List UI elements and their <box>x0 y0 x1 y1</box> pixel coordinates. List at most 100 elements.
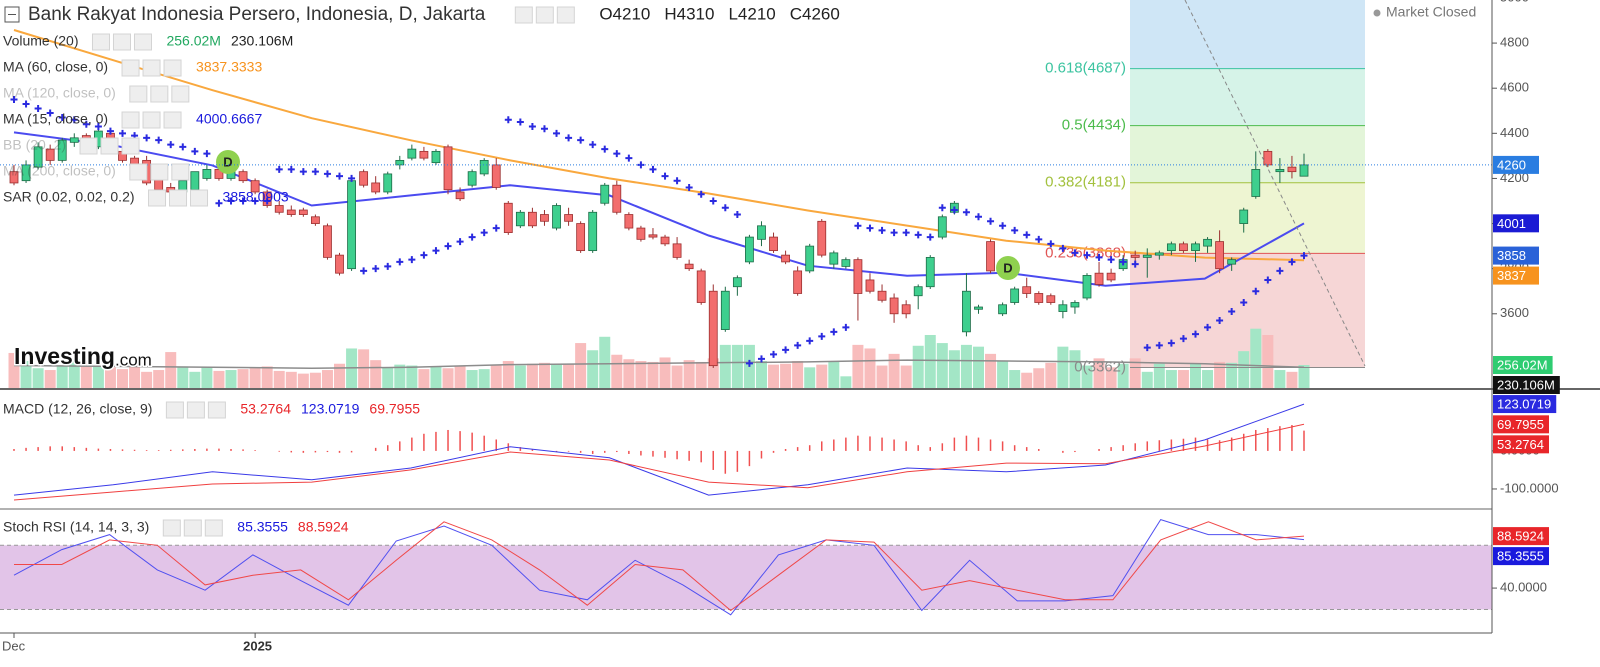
legend-icon[interactable] <box>207 401 226 419</box>
legend-icon[interactable] <box>165 401 184 419</box>
volume-bar <box>755 361 767 388</box>
volume-bar <box>297 373 309 388</box>
legend-icon[interactable] <box>163 59 182 77</box>
legend-icon[interactable] <box>121 111 140 129</box>
legend-icon[interactable] <box>100 137 119 155</box>
fib-label: 0(3362) <box>1074 358 1126 375</box>
legend-name: Volume (20) <box>3 33 78 49</box>
sar-marker <box>553 129 561 137</box>
candle-body <box>648 234 658 238</box>
legend-icon[interactable] <box>162 519 181 537</box>
volume-bar <box>719 344 731 388</box>
sar-marker <box>866 224 874 232</box>
volume-bar <box>382 367 394 388</box>
legend-icon[interactable] <box>163 111 182 129</box>
sar-marker <box>914 231 922 239</box>
candle-body <box>503 202 513 233</box>
legend-icon[interactable] <box>150 163 169 181</box>
volume-bar <box>623 359 635 388</box>
candle-body <box>1251 169 1261 197</box>
volume-bar <box>948 350 960 388</box>
volume-bar <box>117 369 129 388</box>
sar-marker <box>287 165 295 173</box>
candle-body <box>612 184 622 213</box>
sar-marker <box>94 123 102 131</box>
candle-body <box>1034 293 1044 303</box>
volume-bar <box>213 370 225 388</box>
volume-bar <box>587 350 599 388</box>
legend-value: 256.02M <box>166 33 220 49</box>
candle-body <box>865 279 875 292</box>
quote-value: H4310 <box>664 4 714 23</box>
volume-bar <box>334 363 346 388</box>
legend-icon[interactable] <box>556 6 575 24</box>
sar-marker <box>938 204 946 212</box>
legend-icon[interactable] <box>142 59 161 77</box>
candle-body <box>1215 241 1225 270</box>
volume-bar <box>864 348 876 388</box>
candle-body <box>33 146 43 168</box>
sar-marker <box>251 197 259 205</box>
sar-marker <box>878 226 886 234</box>
sar-marker <box>830 328 838 336</box>
legend-icon[interactable] <box>169 189 188 207</box>
volume-bar <box>816 364 828 388</box>
legend-icon[interactable] <box>112 33 131 51</box>
quote-value: O4210 <box>599 4 650 23</box>
volume-bar <box>683 360 695 388</box>
volume-bar <box>707 358 719 388</box>
legend-icon[interactable] <box>133 33 152 51</box>
sar-marker <box>516 118 524 126</box>
legend-icon[interactable] <box>91 33 110 51</box>
candle-body <box>395 159 405 166</box>
legend-icon[interactable] <box>150 85 169 103</box>
volume-ma-line <box>13 359 1305 369</box>
sar-marker <box>46 109 54 117</box>
legend-icon[interactable] <box>204 519 223 537</box>
candle-body <box>1239 209 1249 224</box>
legend-icon[interactable] <box>535 6 554 24</box>
volume-bar <box>358 349 370 388</box>
volume-bar <box>249 368 261 388</box>
legend-name: MA (200, close, 0) <box>3 163 116 179</box>
candle-body <box>552 205 561 229</box>
legend-icon[interactable] <box>142 111 161 129</box>
legend-icon[interactable] <box>121 59 140 77</box>
sar-marker <box>1023 231 1031 239</box>
candle-body <box>9 171 19 184</box>
sar-marker <box>733 211 741 219</box>
legend-icon[interactable] <box>514 6 533 24</box>
sar-marker <box>227 197 235 205</box>
legend-icon[interactable] <box>129 163 148 181</box>
legend-icon[interactable] <box>190 189 209 207</box>
price-badge <box>1493 155 1539 174</box>
price-badge <box>1493 395 1557 414</box>
sar-marker <box>902 229 910 237</box>
y-tick-label: 4600 <box>1500 80 1529 95</box>
legend-icon[interactable] <box>79 137 98 155</box>
volume-bar <box>1202 370 1214 388</box>
legend-icon[interactable] <box>121 137 140 155</box>
candle-body <box>347 180 356 270</box>
volume-bar <box>1021 372 1033 388</box>
fib-zone <box>1130 253 1365 368</box>
y-tick-label: 4400 <box>1500 125 1529 140</box>
candle-body <box>1010 288 1020 303</box>
legend-icon[interactable] <box>171 163 190 181</box>
legend-icon[interactable] <box>148 189 167 207</box>
legend-icon[interactable] <box>183 519 202 537</box>
legend-icon[interactable] <box>129 85 148 103</box>
candle-body <box>937 216 947 238</box>
sar-marker <box>34 105 42 113</box>
candle-body <box>407 148 417 159</box>
candle-body <box>515 211 525 227</box>
candle-body <box>1106 272 1116 281</box>
legend-icon[interactable] <box>171 85 190 103</box>
collapse-icon[interactable] <box>4 6 20 23</box>
candle-body <box>805 245 815 272</box>
legend-icon[interactable] <box>186 401 205 419</box>
volume-bar <box>261 366 273 388</box>
sar-marker <box>1167 339 1175 347</box>
sar-marker <box>203 150 211 158</box>
volume-bar <box>575 343 587 388</box>
